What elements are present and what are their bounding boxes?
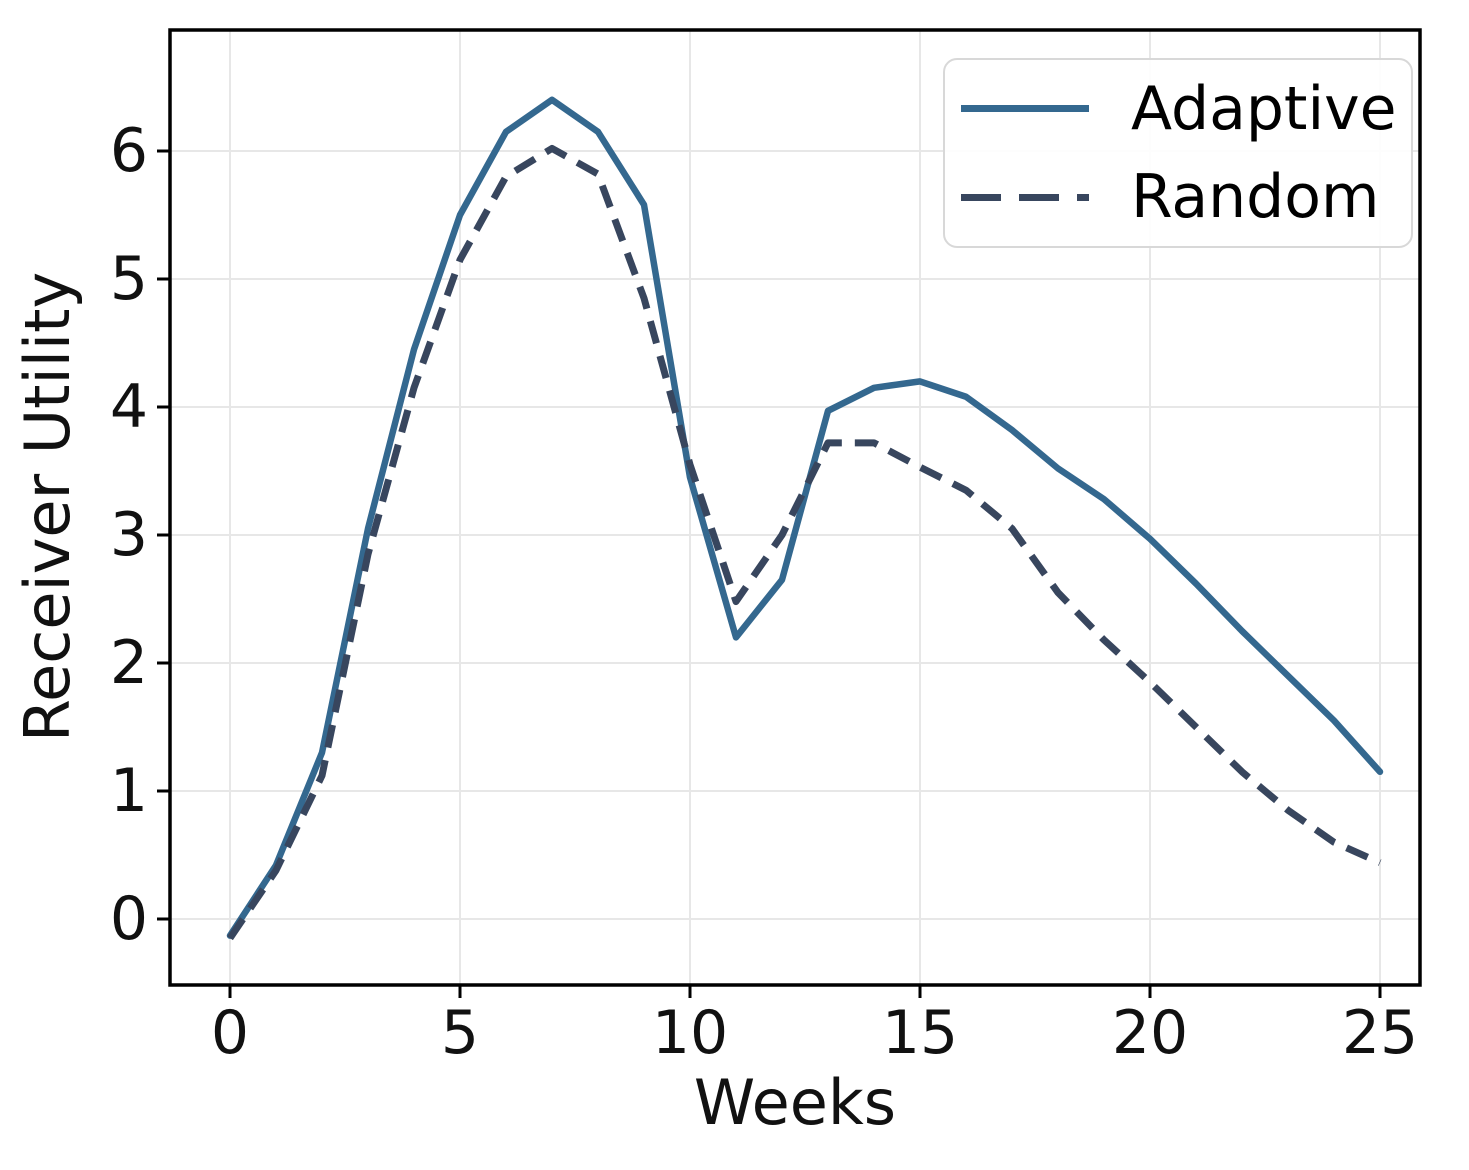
data-series-lines xyxy=(226,96,1384,941)
random-series-line xyxy=(227,144,1382,941)
axis-tick-marks xyxy=(157,149,1382,998)
y-tick-label: 4 xyxy=(109,372,148,442)
random-dashed-line-sample-icon xyxy=(961,193,1089,202)
legend-label-adaptive: Adaptive xyxy=(1131,73,1397,144)
axes-spines xyxy=(168,28,1422,987)
legend-row-random: Random xyxy=(945,157,1411,237)
y-tick-label: 6 xyxy=(109,116,148,186)
x-tick-label: 25 xyxy=(1341,998,1419,1068)
x-tick-label: 15 xyxy=(881,998,959,1068)
legend: Adaptive Random xyxy=(943,58,1413,248)
y-tick-label: 0 xyxy=(109,884,148,954)
x-axis-title: Weeks xyxy=(693,1066,897,1139)
x-tick-label: 10 xyxy=(651,998,729,1068)
y-axis-title: Receiver Utility xyxy=(11,271,84,743)
legend-row-adaptive: Adaptive xyxy=(945,69,1411,149)
adaptive-line-sample-icon xyxy=(961,105,1089,113)
x-tick-label: 5 xyxy=(440,998,480,1068)
y-tick-label: 1 xyxy=(109,756,148,826)
legend-label-random: Random xyxy=(1131,162,1380,233)
x-tick-label: 0 xyxy=(210,998,250,1068)
y-tick-label: 3 xyxy=(109,500,148,570)
y-tick-label: 2 xyxy=(109,628,148,698)
y-tick-label: 5 xyxy=(109,244,148,314)
adaptive-series-line xyxy=(226,96,1384,939)
x-tick-label: 20 xyxy=(1111,998,1189,1068)
